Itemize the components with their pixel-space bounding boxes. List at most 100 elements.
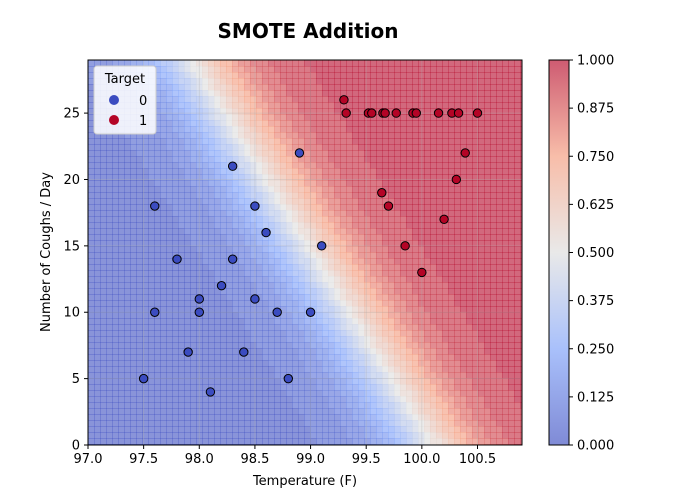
- surface-cell: [238, 144, 245, 151]
- surface-cell: [310, 192, 317, 199]
- surface-cell: [88, 414, 95, 421]
- surface-cell: [154, 402, 161, 409]
- surface-cell: [262, 330, 269, 337]
- surface-cell: [376, 132, 383, 139]
- surface-cell: [340, 198, 347, 205]
- surface-cell: [292, 378, 299, 385]
- surface-cell: [214, 312, 221, 319]
- surface-cell: [196, 324, 203, 331]
- surface-cell: [118, 324, 125, 331]
- surface-cell: [316, 396, 323, 403]
- surface-cell: [124, 258, 131, 265]
- surface-cell: [370, 66, 377, 73]
- surface-cell: [400, 294, 407, 301]
- surface-cell: [286, 204, 293, 211]
- surface-cell: [430, 204, 437, 211]
- surface-cell: [238, 402, 245, 409]
- surface-cell: [274, 276, 281, 283]
- surface-cell: [160, 426, 167, 433]
- surface-cell: [490, 84, 497, 91]
- surface-cell: [394, 102, 401, 109]
- surface-cell: [442, 342, 449, 349]
- surface-cell: [490, 420, 497, 427]
- surface-cell: [454, 360, 461, 367]
- surface-cell: [106, 306, 113, 313]
- surface-cell: [280, 180, 287, 187]
- surface-cell: [406, 114, 413, 121]
- surface-cell: [418, 132, 425, 139]
- surface-cell: [514, 216, 521, 223]
- surface-cell: [202, 288, 209, 295]
- surface-cell: [400, 318, 407, 325]
- surface-cell: [340, 246, 347, 253]
- surface-cell: [496, 228, 503, 235]
- surface-cell: [172, 384, 179, 391]
- surface-cell: [304, 138, 311, 145]
- surface-cell: [268, 384, 275, 391]
- surface-cell: [406, 156, 413, 163]
- surface-cell: [466, 438, 473, 445]
- surface-cell: [418, 144, 425, 151]
- surface-cell: [232, 294, 239, 301]
- surface-cell: [244, 150, 251, 157]
- surface-cell: [160, 264, 167, 271]
- surface-cell: [412, 294, 419, 301]
- surface-cell: [382, 150, 389, 157]
- surface-cell: [430, 372, 437, 379]
- colorbar-tick-label: 0.625: [577, 198, 614, 213]
- surface-cell: [478, 294, 485, 301]
- colorbar-gradient: [549, 60, 569, 445]
- surface-cell: [166, 186, 173, 193]
- surface-cell: [388, 336, 395, 343]
- surface-cell: [424, 294, 431, 301]
- surface-cell: [208, 102, 215, 109]
- surface-cell: [190, 60, 197, 67]
- surface-cell: [328, 420, 335, 427]
- surface-cell: [196, 60, 203, 67]
- surface-cell: [112, 402, 119, 409]
- surface-cell: [364, 402, 371, 409]
- surface-cell: [238, 390, 245, 397]
- surface-cell: [508, 180, 515, 187]
- surface-cell: [112, 426, 119, 433]
- surface-cell: [172, 144, 179, 151]
- surface-cell: [412, 354, 419, 361]
- surface-cell: [286, 420, 293, 427]
- surface-cell: [232, 72, 239, 79]
- surface-cell: [250, 324, 257, 331]
- surface-cell: [106, 372, 113, 379]
- surface-cell: [274, 144, 281, 151]
- surface-cell: [94, 216, 101, 223]
- legend-entry-1: 1: [139, 114, 147, 129]
- surface-cell: [328, 258, 335, 265]
- surface-cell: [364, 66, 371, 73]
- surface-cell: [370, 216, 377, 223]
- surface-cell: [226, 186, 233, 193]
- surface-cell: [466, 318, 473, 325]
- surface-cell: [172, 216, 179, 223]
- surface-cell: [358, 402, 365, 409]
- surface-cell: [154, 252, 161, 259]
- surface-cell: [166, 234, 173, 241]
- surface-cell: [472, 66, 479, 73]
- surface-cell: [334, 306, 341, 313]
- surface-cell: [484, 204, 491, 211]
- surface-cell: [208, 216, 215, 223]
- surface-cell: [160, 372, 167, 379]
- surface-cell: [412, 282, 419, 289]
- surface-cell: [166, 222, 173, 229]
- surface-cell: [160, 252, 167, 259]
- surface-cell: [280, 108, 287, 115]
- surface-cell: [496, 270, 503, 277]
- surface-cell: [322, 384, 329, 391]
- surface-cell: [154, 156, 161, 163]
- surface-cell: [346, 426, 353, 433]
- surface-cell: [250, 390, 257, 397]
- surface-cell: [166, 120, 173, 127]
- surface-cell: [484, 354, 491, 361]
- surface-cell: [484, 90, 491, 97]
- surface-cell: [244, 228, 251, 235]
- surface-cell: [382, 132, 389, 139]
- surface-cell: [94, 162, 101, 169]
- surface-cell: [190, 144, 197, 151]
